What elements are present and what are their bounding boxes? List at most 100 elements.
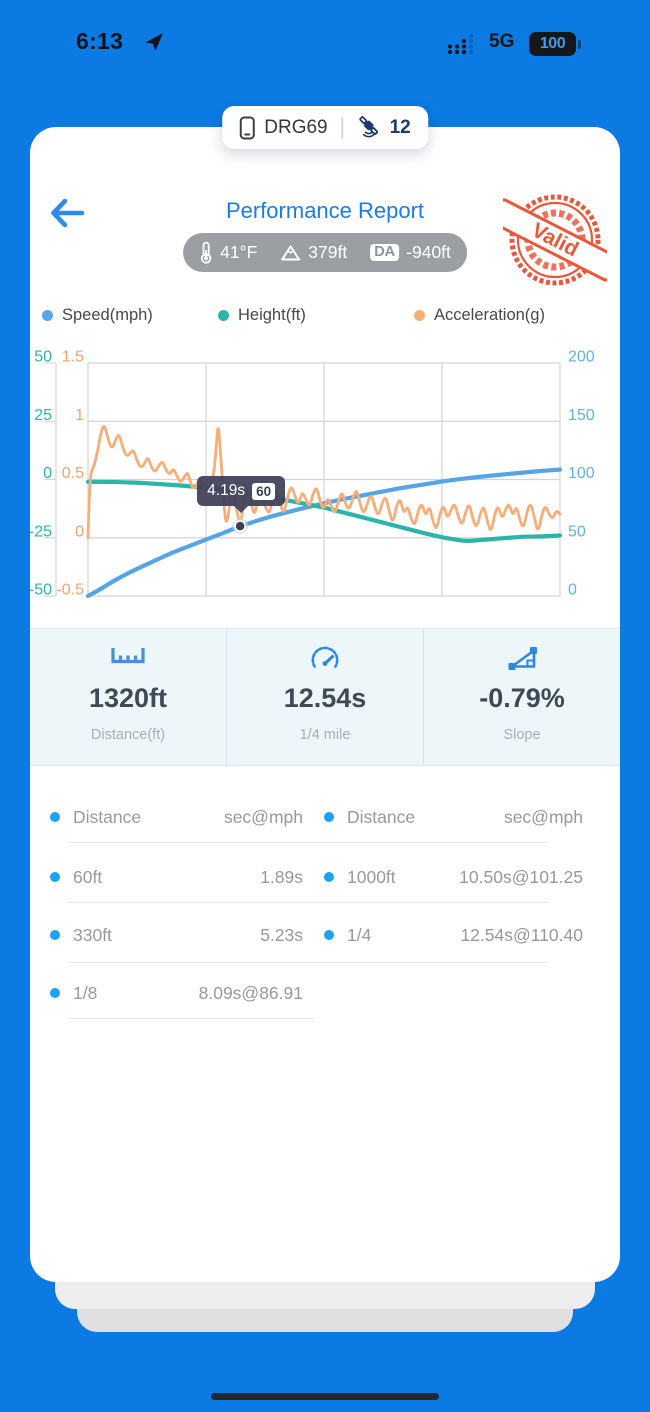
- column-header: Distance: [347, 806, 416, 827]
- device-selector-pill[interactable]: DRG69 12: [222, 106, 428, 149]
- status-time: 6:13: [76, 28, 124, 54]
- svg-text:-50: -50: [30, 582, 52, 599]
- legend-label: Speed(mph): [62, 306, 153, 324]
- summary-stats-band: 1320ft Distance(ft) 12.54s 1/4 mile: [30, 628, 620, 766]
- device-name: DRG69: [264, 116, 328, 138]
- mountain-icon: [281, 245, 301, 261]
- svg-text:150: 150: [568, 407, 595, 424]
- row-label: 1/8: [73, 982, 98, 1003]
- distance-label: Distance(ft): [90, 727, 166, 743]
- svg-text:200: 200: [568, 349, 595, 366]
- slope-label: Slope: [503, 727, 541, 743]
- tooltip-speed-badge: 60: [252, 482, 276, 500]
- home-indicator[interactable]: [211, 1393, 439, 1400]
- stats-divider: [226, 629, 227, 765]
- table-row-1000ft: 1000ft 10.50s@101.25: [324, 864, 583, 890]
- svg-text:1: 1: [75, 407, 84, 424]
- chart-tooltip: 4.19s 60: [197, 476, 286, 506]
- speedometer-icon: [311, 646, 339, 668]
- page-title: Performance Report: [225, 198, 425, 223]
- svg-text:-25: -25: [30, 523, 52, 540]
- slope-icon: [508, 647, 537, 670]
- legend-item-acceleration[interactable]: Acceleration(g): [414, 306, 545, 325]
- density-altitude-value: -940ft: [406, 242, 451, 262]
- quarter-mile-value: 12.54s: [283, 683, 367, 713]
- bullet-icon: [324, 872, 334, 882]
- row-label: 1000ft: [347, 866, 396, 887]
- row-value: 10.50s@101.25: [459, 866, 583, 887]
- tooltip-time: 4.19s: [207, 482, 246, 499]
- thermometer-icon: [200, 241, 212, 264]
- stat-slope: -0.79% Slope: [424, 629, 620, 765]
- row-value: 5.23s: [260, 924, 303, 945]
- bullet-icon: [324, 812, 334, 822]
- svg-text:-0.5: -0.5: [56, 582, 84, 599]
- battery-indicator: 100: [529, 32, 581, 56]
- height-legend-dot: [218, 310, 229, 321]
- table-row-60ft: 60ft 1.89s: [50, 864, 303, 890]
- ruler-icon: [111, 648, 145, 664]
- legend-label: Height(ft): [238, 306, 306, 324]
- table-header-right: Distance sec@mph: [324, 804, 583, 830]
- svg-text:50: 50: [34, 349, 52, 366]
- row-label: 1/4: [347, 924, 372, 945]
- battery-percent: 100: [539, 35, 566, 52]
- signal-strength-icon: [447, 34, 474, 55]
- row-divider: [68, 842, 548, 843]
- quarter-mile-label: 1/4 mile: [299, 727, 351, 743]
- acceleration-legend-dot: [414, 310, 425, 321]
- bullet-icon: [50, 812, 60, 822]
- row-value: 1.89s: [260, 866, 303, 887]
- da-badge: DA: [370, 243, 400, 262]
- svg-text:1.5: 1.5: [62, 349, 84, 366]
- row-label: 330ft: [73, 924, 112, 945]
- row-label: 60ft: [73, 866, 103, 887]
- stat-distance: 1320ft Distance(ft): [30, 629, 226, 765]
- bullet-icon: [50, 872, 60, 882]
- row-divider: [68, 1018, 315, 1019]
- location-arrow-icon: [145, 33, 163, 51]
- satellite-icon: [359, 116, 379, 138]
- bullet-icon: [324, 930, 334, 940]
- conditions-pill: 41°F 379ft DA -940ft: [183, 233, 467, 272]
- table-row-eighth: 1/8 8.09s@86.91: [50, 980, 303, 1006]
- back-button[interactable]: [45, 196, 87, 230]
- battery-nub: [577, 40, 581, 49]
- slope-value: -0.79%: [479, 683, 565, 713]
- svg-text:0: 0: [75, 523, 84, 540]
- row-value: 12.54s@110.40: [460, 924, 583, 945]
- stat-quarter-mile: 12.54s 1/4 mile: [227, 629, 423, 765]
- elevation-value: 379ft: [308, 242, 348, 262]
- valid-stamp: Valid: [503, 194, 607, 286]
- row-value: 8.09s@86.91: [198, 982, 303, 1003]
- network-type-label: 5G: [489, 31, 515, 52]
- column-header: sec@mph: [223, 806, 303, 827]
- device-icon: [239, 116, 255, 139]
- svg-text:0: 0: [43, 465, 52, 482]
- column-header: sec@mph: [503, 806, 583, 827]
- column-header: Distance: [73, 806, 142, 827]
- legend-label: Acceleration(g): [434, 306, 545, 324]
- bullet-icon: [50, 988, 60, 998]
- table-header-left: Distance sec@mph: [50, 804, 303, 830]
- svg-text:50: 50: [568, 523, 586, 540]
- svg-text:25: 25: [34, 407, 52, 424]
- legend-item-speed[interactable]: Speed(mph): [42, 306, 153, 325]
- temperature-value: 41°F: [220, 242, 258, 262]
- table-row-quarter: 1/4 12.54s@110.40: [324, 922, 583, 948]
- svg-text:100: 100: [568, 465, 595, 482]
- pill-divider: [341, 116, 344, 139]
- row-divider: [68, 962, 548, 963]
- stats-divider: [423, 629, 424, 765]
- satellite-count: 12: [389, 116, 411, 138]
- svg-text:0: 0: [568, 582, 577, 599]
- row-divider: [68, 902, 548, 903]
- performance-chart[interactable]: 50 25 0 -25 -50 1.5 1 0.5 0 -0.5 200 150 100 50 0: [30, 347, 620, 615]
- speed-legend-dot: [42, 310, 53, 321]
- svg-text:0.5: 0.5: [62, 465, 84, 482]
- legend-item-height[interactable]: Height(ft): [218, 306, 306, 325]
- table-row-330ft: 330ft 5.23s: [50, 922, 303, 948]
- distance-value: 1320ft: [88, 683, 168, 713]
- bullet-icon: [50, 930, 60, 940]
